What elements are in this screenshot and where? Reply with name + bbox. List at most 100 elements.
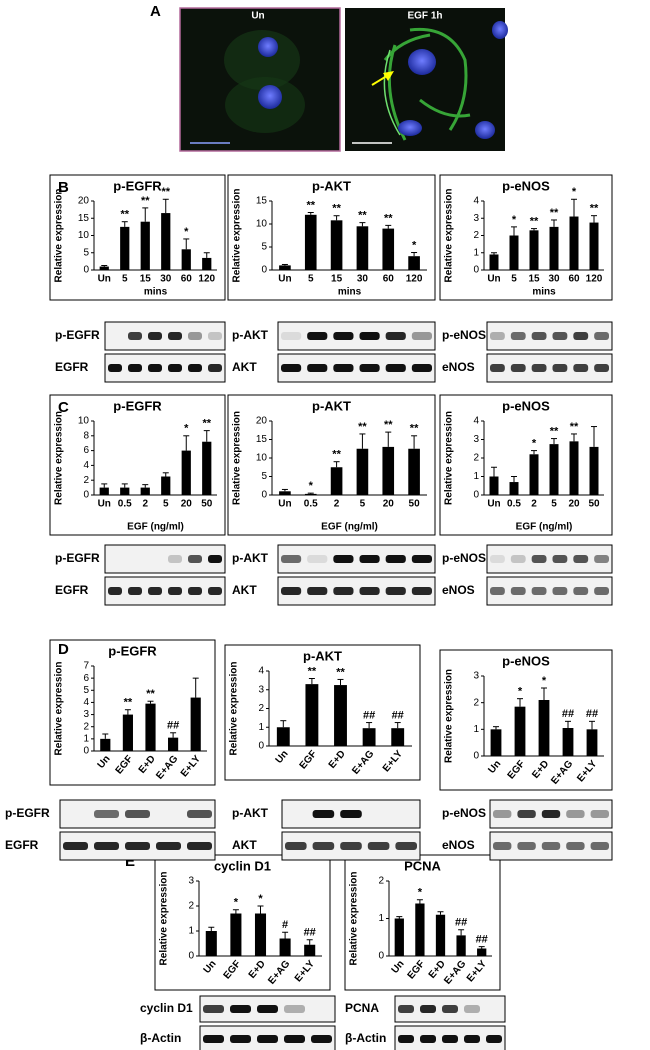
y-tick-label: 4 xyxy=(258,666,264,677)
bar xyxy=(569,441,579,495)
panel-label: C xyxy=(58,399,69,416)
significance-label: * xyxy=(412,239,417,251)
y-tick-label: 3 xyxy=(473,434,479,445)
blot-band xyxy=(510,364,526,372)
blot-band xyxy=(168,364,182,372)
blot-band xyxy=(385,364,406,372)
significance-label: * xyxy=(532,438,537,450)
error-bar xyxy=(416,899,423,904)
y-axis-label: Relative expression xyxy=(444,189,455,283)
x-tick-label: Un xyxy=(487,274,500,285)
blot-band xyxy=(420,1035,436,1043)
error-bar xyxy=(493,726,499,730)
blot-band xyxy=(307,364,328,372)
x-tick-label: 50 xyxy=(201,499,213,510)
blot-band xyxy=(442,1005,458,1013)
bar xyxy=(529,454,539,495)
x-tick-label: Un xyxy=(487,499,500,510)
chart-frame xyxy=(154,854,331,991)
significance-label: ** xyxy=(332,449,341,461)
blot-band xyxy=(333,587,354,595)
blot-band xyxy=(281,555,302,563)
blot-band xyxy=(493,842,512,850)
bar xyxy=(190,697,201,751)
y-tick-label: 1 xyxy=(378,913,384,924)
error-bar xyxy=(208,926,215,931)
panel-label: B xyxy=(58,179,69,196)
error-bar xyxy=(282,931,289,939)
error-bar xyxy=(531,228,537,231)
y-tick-label: 15 xyxy=(256,434,268,445)
x-tick-label: 20 xyxy=(181,499,193,510)
y-tick-label: 6 xyxy=(83,445,89,456)
error-bar xyxy=(183,435,190,451)
significance-label: ** xyxy=(530,216,539,228)
x-tick-label: EGF xyxy=(114,754,136,777)
bar xyxy=(356,448,369,495)
y-tick-label: 2 xyxy=(473,230,479,241)
significance-label: ** xyxy=(141,195,150,207)
x-tick-label: 120 xyxy=(406,274,423,285)
error-bar xyxy=(232,909,239,914)
error-bar xyxy=(478,946,485,949)
significance-label: ** xyxy=(358,210,367,222)
error-bar xyxy=(102,733,109,739)
x-tick-label: 0.5 xyxy=(507,499,521,510)
y-tick-label: 0 xyxy=(378,951,384,962)
y-tick-label: 2 xyxy=(188,901,194,912)
error-bar xyxy=(337,678,344,686)
blot-label: p-eNOS xyxy=(442,806,486,820)
blot-band xyxy=(156,842,181,850)
y-tick-label: 2 xyxy=(83,475,89,486)
bar xyxy=(279,938,291,956)
blot-band xyxy=(385,555,406,563)
blot-band xyxy=(590,842,609,850)
blot-label: PCNA xyxy=(345,1001,379,1015)
error-bar xyxy=(121,221,128,227)
x-tick-label: E+AG xyxy=(154,753,180,781)
blot-band xyxy=(257,1005,278,1013)
error-bar xyxy=(124,709,131,715)
y-tick-label: 7 xyxy=(83,661,89,672)
blot-band xyxy=(108,587,122,595)
blot-label: β-Actin xyxy=(140,1031,181,1045)
error-bar xyxy=(565,720,571,728)
error-bar xyxy=(101,265,108,267)
bar xyxy=(549,226,559,270)
y-tick-label: 0 xyxy=(83,490,89,501)
blot-band xyxy=(94,810,119,818)
error-bar xyxy=(307,492,314,494)
x-tick-label: Un xyxy=(278,499,291,510)
blot-band xyxy=(398,1035,414,1043)
blot-label: p-AKT xyxy=(232,551,269,565)
blot-band xyxy=(63,842,88,850)
blot-label: p-EGFR xyxy=(5,806,50,820)
y-tick-label: 4 xyxy=(473,416,479,427)
bar xyxy=(305,684,319,746)
y-tick-label: 1 xyxy=(473,471,479,482)
x-tick-label: 2 xyxy=(142,499,148,510)
blot-band xyxy=(208,587,222,595)
blot-label: β-Actin xyxy=(345,1031,386,1045)
error-bar xyxy=(281,263,288,266)
x-tick-label: E+D xyxy=(137,754,158,776)
y-tick-label: 0 xyxy=(83,265,89,276)
bar xyxy=(538,700,550,756)
error-bar xyxy=(531,450,537,455)
x-tick-label: E+LY xyxy=(575,758,599,784)
error-bar xyxy=(170,732,177,738)
error-bar xyxy=(511,476,517,483)
blot-band xyxy=(411,364,432,372)
blot-label: eNOS xyxy=(442,583,475,597)
blot-band xyxy=(333,555,354,563)
chart-title: p-eNOS xyxy=(502,178,550,193)
significance-label: ** xyxy=(384,212,393,224)
chart-frame xyxy=(49,174,226,301)
y-tick-label: 3 xyxy=(473,213,479,224)
significance-label: ## xyxy=(363,709,375,721)
blot-band xyxy=(573,555,589,563)
blot-label: p-eNOS xyxy=(442,551,486,565)
x-tick-label: 5 xyxy=(308,274,314,285)
error-bar xyxy=(306,939,313,945)
